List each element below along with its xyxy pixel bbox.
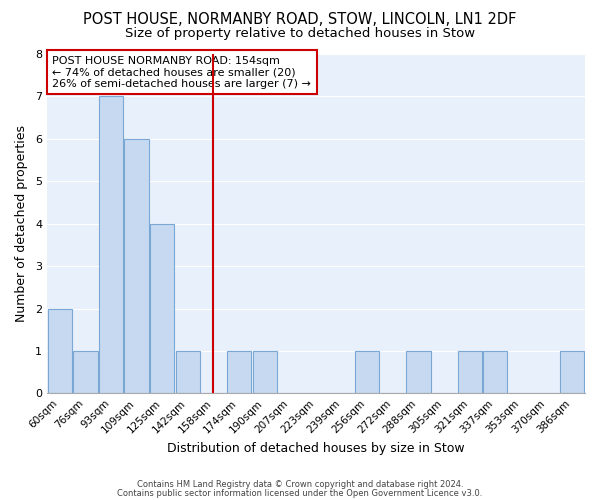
Text: Size of property relative to detached houses in Stow: Size of property relative to detached ho… (125, 28, 475, 40)
Text: Contains HM Land Registry data © Crown copyright and database right 2024.: Contains HM Land Registry data © Crown c… (137, 480, 463, 489)
Text: Contains public sector information licensed under the Open Government Licence v3: Contains public sector information licen… (118, 489, 482, 498)
Bar (47, 308, 72, 394)
Bar (99, 96, 123, 394)
Text: POST HOUSE NORMANBY ROAD: 154sqm
← 74% of detached houses are smaller (20)
26% o: POST HOUSE NORMANBY ROAD: 154sqm ← 74% o… (52, 56, 311, 89)
Bar (253, 351, 277, 394)
Bar (483, 351, 508, 394)
Bar (176, 351, 200, 394)
Bar (406, 351, 431, 394)
Bar (227, 351, 251, 394)
Bar (560, 351, 584, 394)
Bar (124, 139, 149, 394)
Bar (73, 351, 98, 394)
Y-axis label: Number of detached properties: Number of detached properties (15, 125, 28, 322)
Bar (150, 224, 175, 394)
Bar (355, 351, 379, 394)
Text: POST HOUSE, NORMANBY ROAD, STOW, LINCOLN, LN1 2DF: POST HOUSE, NORMANBY ROAD, STOW, LINCOLN… (83, 12, 517, 28)
X-axis label: Distribution of detached houses by size in Stow: Distribution of detached houses by size … (167, 442, 465, 455)
Bar (458, 351, 482, 394)
